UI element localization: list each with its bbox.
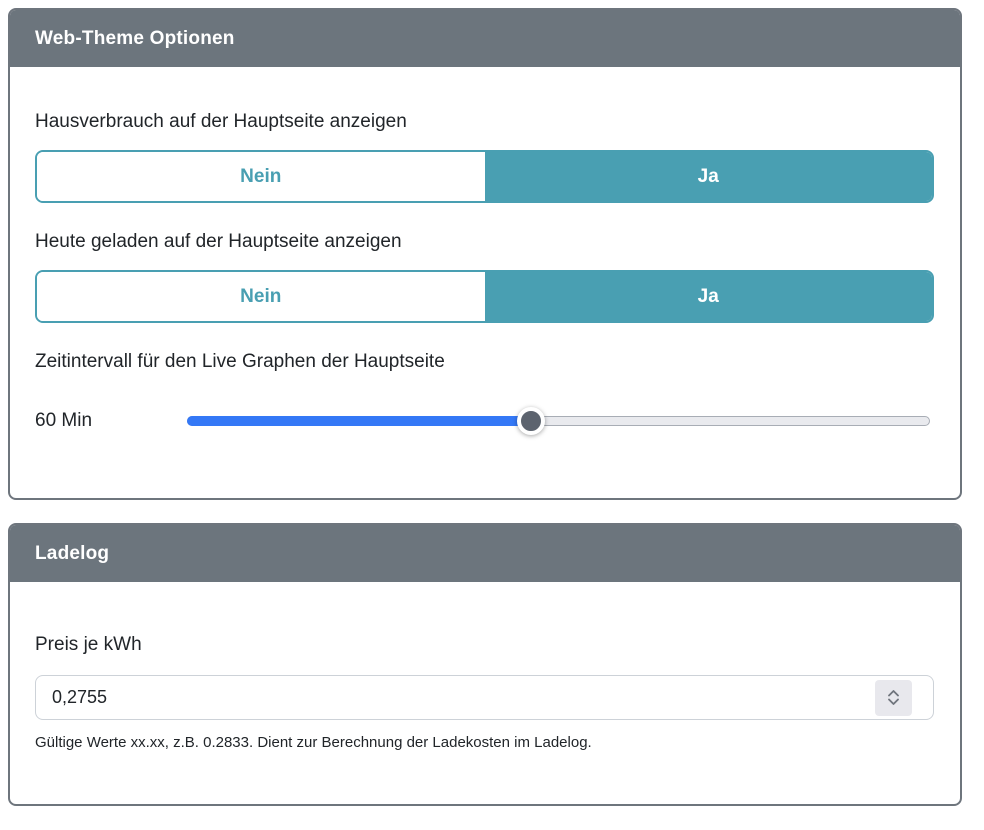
hausverbrauch-label: Hausverbrauch auf der Hauptseite anzeige… xyxy=(35,111,407,132)
zeitintervall-label: Zeitintervall für den Live Graphen der H… xyxy=(35,351,445,372)
slider-thumb[interactable] xyxy=(516,407,545,435)
heute-geladen-option-ja[interactable]: Ja xyxy=(484,272,932,321)
number-stepper[interactable] xyxy=(875,679,912,716)
preis-help-text: Gültige Werte xx.xx, z.B. 0.2833. Dient … xyxy=(35,734,592,751)
preis-label: Preis je kWh xyxy=(35,634,142,655)
zeitintervall-slider-row: 60 Min xyxy=(35,402,934,440)
preis-input[interactable] xyxy=(35,675,934,720)
zeitintervall-value-label: 60 Min xyxy=(35,410,93,431)
heute-geladen-option-nein[interactable]: Nein xyxy=(37,272,485,321)
hausverbrauch-option-ja[interactable]: Ja xyxy=(484,152,932,201)
ladelog-card: Ladelog Preis je kWh Gültige Werte xx.xx… xyxy=(8,523,962,806)
preis-input-wrap xyxy=(35,675,934,720)
zeitintervall-slider[interactable] xyxy=(187,402,934,440)
heute-geladen-label: Heute geladen auf der Hauptseite anzeige… xyxy=(35,231,402,252)
slider-fill xyxy=(187,416,531,426)
web-theme-options-card: Web-Theme Optionen Hausverbrauch auf der… xyxy=(8,8,962,500)
hausverbrauch-option-nein[interactable]: Nein xyxy=(37,152,485,201)
heute-geladen-toggle-group: Nein Ja xyxy=(35,270,934,323)
hausverbrauch-toggle-group: Nein Ja xyxy=(35,150,934,203)
card-title-web-theme: Web-Theme Optionen xyxy=(10,10,960,67)
chevron-down-icon[interactable] xyxy=(886,698,901,706)
chevron-up-icon[interactable] xyxy=(886,689,901,697)
ladelog-card-body: Preis je kWh Gültige Werte xx.xx, z.B. 0… xyxy=(10,582,960,804)
card-title-ladelog: Ladelog xyxy=(10,525,960,582)
web-theme-card-body: Hausverbrauch auf der Hauptseite anzeige… xyxy=(10,67,960,498)
